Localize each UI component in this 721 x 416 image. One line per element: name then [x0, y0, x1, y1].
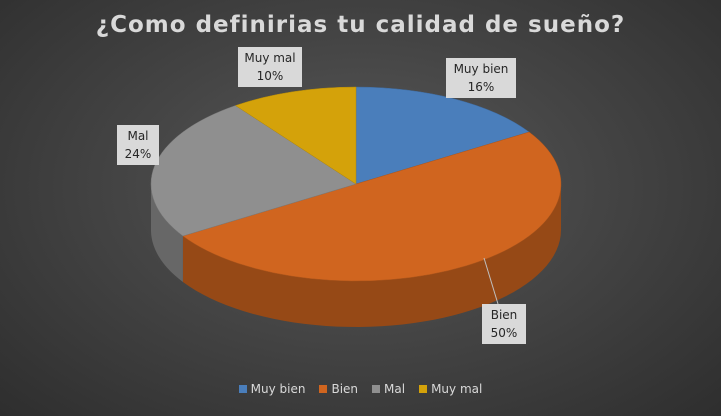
legend: Muy bien Bien Mal Muy mal: [0, 382, 721, 396]
data-label-value: 24%: [123, 145, 153, 163]
legend-swatch: [372, 385, 380, 393]
data-label-category: Mal: [123, 127, 153, 145]
data-label-mal: Mal 24%: [117, 125, 159, 165]
legend-item-bien: Bien: [319, 382, 358, 396]
data-label-muy-bien: Muy bien 16%: [446, 58, 516, 98]
data-label-category: Muy mal: [244, 49, 296, 67]
legend-label: Bien: [331, 382, 358, 396]
legend-swatch: [239, 385, 247, 393]
legend-item-muy-bien: Muy bien: [239, 382, 306, 396]
legend-label: Muy mal: [431, 382, 482, 396]
data-label-muy-mal: Muy mal 10%: [238, 47, 302, 87]
data-label-value: 16%: [452, 78, 510, 96]
legend-item-muy-mal: Muy mal: [419, 382, 482, 396]
legend-swatch: [319, 385, 327, 393]
legend-item-mal: Mal: [372, 382, 405, 396]
legend-swatch: [419, 385, 427, 393]
legend-label: Mal: [384, 382, 405, 396]
data-label-value: 50%: [488, 324, 520, 342]
data-label-category: Muy bien: [452, 60, 510, 78]
legend-label: Muy bien: [251, 382, 306, 396]
data-label-bien: Bien 50%: [482, 304, 526, 344]
data-label-category: Bien: [488, 306, 520, 324]
data-label-value: 10%: [244, 67, 296, 85]
